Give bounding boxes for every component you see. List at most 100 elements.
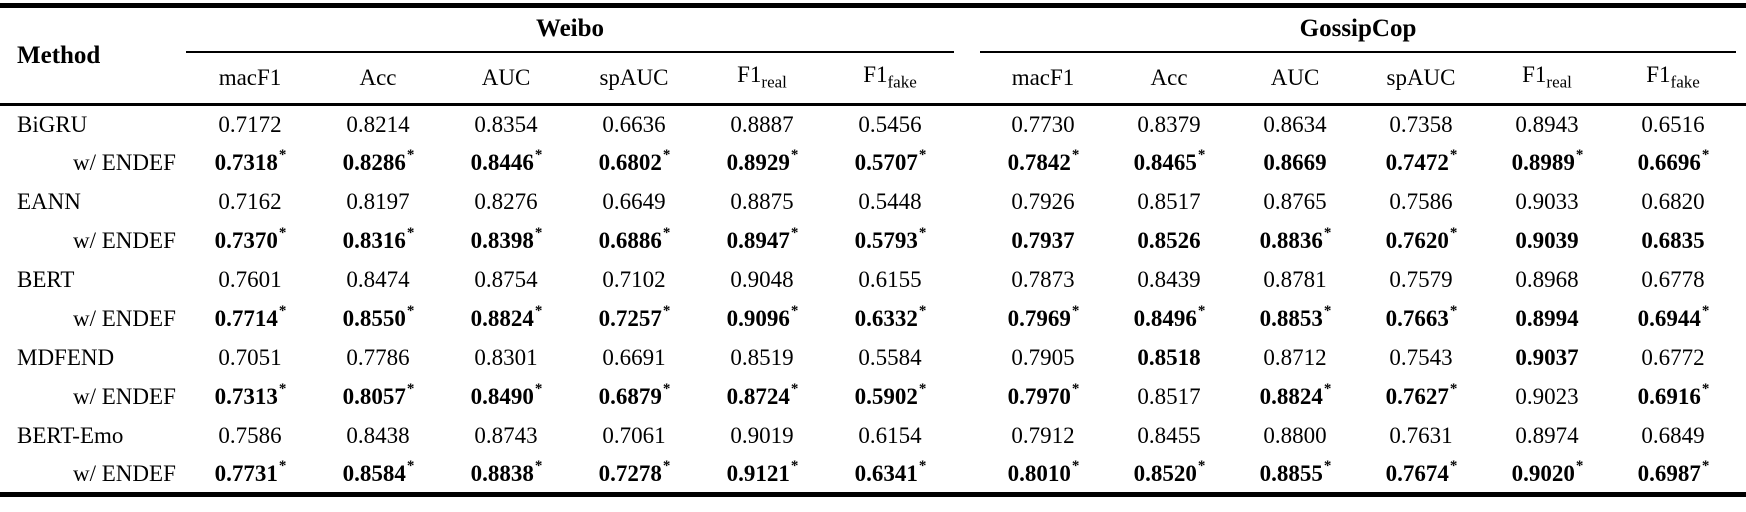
metric-value-cell: 0.8712 (1232, 339, 1358, 378)
metric-value-cell: 0.8754 (442, 261, 570, 300)
metric-number: 0.8214 (346, 111, 410, 137)
metric-number: 0.8286 (342, 150, 406, 175)
col-header-subscript: real (761, 73, 787, 93)
metric-value-cell: 0.7937 (980, 222, 1106, 261)
metric-value-cell: 0.9048 (698, 261, 826, 300)
metric-value-cell: 0.6772 (1610, 339, 1736, 378)
results-table: Method Weibo GossipCop macF1 Acc AUC spAUC F… (0, 3, 1746, 497)
metric-value-cell: 0.8781 (1232, 261, 1358, 300)
metric-value-cell: 0.8010* (980, 456, 1106, 495)
metric-value-cell: 0.6154 (826, 417, 954, 456)
metric-number: 0.8853 (1259, 306, 1323, 331)
significance-star-icon: * (534, 457, 543, 474)
metric-number: 0.7318 (214, 150, 278, 175)
significance-star-icon: * (278, 457, 287, 474)
metric-number: 0.7731 (214, 460, 278, 486)
table-row: w/ ENDEF 0.7370* 0.8316* 0.8398* 0.6886* 0.89… (0, 222, 1746, 261)
significance-star-icon: * (918, 457, 927, 474)
column-gap (954, 300, 980, 339)
metric-number: 0.7674 (1385, 460, 1449, 486)
metric-value-cell: 0.8446* (442, 144, 570, 183)
metric-value-cell: 0.8519 (698, 339, 826, 378)
metric-number: 0.8855 (1259, 460, 1323, 486)
metric-number: 0.7472 (1385, 150, 1449, 175)
significance-star-icon: * (534, 381, 543, 397)
col-header-label: spAUC (1386, 64, 1456, 90)
column-gap (954, 339, 980, 378)
significance-star-icon: * (1701, 147, 1710, 163)
metric-number: 0.7257 (598, 306, 662, 331)
significance-star-icon: * (1449, 303, 1458, 319)
metric-value-cell: 0.9096* (698, 300, 826, 339)
metric-value-cell: 0.6916* (1610, 378, 1736, 417)
metric-value-cell: 0.8465* (1106, 144, 1232, 183)
metric-number: 0.7786 (346, 345, 410, 370)
col-header-label: F1 (737, 62, 762, 88)
metric-number: 0.7926 (1011, 189, 1075, 214)
metric-value-cell: 0.8943 (1484, 105, 1610, 144)
row-end-pad (1736, 105, 1746, 144)
metric-number: 0.7061 (602, 423, 666, 448)
metric-number: 0.8968 (1515, 267, 1579, 292)
col-header-label: AUC (1270, 64, 1320, 90)
column-gap (954, 144, 980, 183)
metric-value-cell: 0.7663* (1358, 300, 1484, 339)
metric-value-cell: 0.6944* (1610, 300, 1736, 339)
metric-number: 0.5902 (854, 384, 918, 409)
metric-number: 0.8781 (1263, 267, 1327, 292)
metric-value-cell: 0.8634 (1232, 105, 1358, 144)
metric-value-cell: 0.7162 (186, 183, 314, 222)
metric-value-cell: 0.7313* (186, 378, 314, 417)
metric-value-cell: 0.8286* (314, 144, 442, 183)
metric-number: 0.8550 (342, 306, 406, 331)
metric-number: 0.9037 (1515, 345, 1579, 370)
metric-number: 0.7714 (214, 306, 278, 331)
metric-number: 0.7172 (218, 111, 282, 137)
significance-star-icon: * (1701, 381, 1710, 397)
col-header-label: macF1 (218, 64, 282, 90)
header-end-pad (1736, 5, 1746, 106)
metric-number: 0.8584 (342, 460, 406, 486)
significance-star-icon: * (918, 225, 927, 241)
metric-number: 0.9020 (1511, 460, 1575, 486)
metric-number: 0.6849 (1641, 423, 1705, 448)
group-header-weibo: Weibo (186, 5, 955, 53)
significance-star-icon: * (790, 381, 799, 397)
metric-number: 0.5707 (854, 150, 918, 175)
metric-number: 0.7912 (1011, 423, 1075, 448)
metric-value-cell: 0.7543 (1358, 339, 1484, 378)
metric-value-cell: 0.6691 (570, 339, 698, 378)
metric-value-cell: 0.8057* (314, 378, 442, 417)
metric-value-cell: 0.7257* (570, 300, 698, 339)
method-cell: w/ ENDEF (73, 460, 176, 486)
metric-number: 0.8765 (1263, 189, 1327, 214)
metric-number: 0.8519 (730, 345, 794, 370)
metric-number: 0.8439 (1137, 267, 1201, 292)
col-header-gossipcop-f1real: F1real (1484, 51, 1611, 106)
method-cell: w/ ENDEF (73, 150, 176, 175)
metric-value-cell: 0.7061 (570, 417, 698, 456)
metric-number: 0.7162 (218, 189, 282, 214)
row-end-pad (1736, 339, 1746, 378)
metric-number: 0.7842 (1007, 150, 1071, 175)
metric-number: 0.8490 (470, 384, 534, 409)
metric-number: 0.5584 (858, 345, 922, 370)
significance-star-icon: * (1323, 457, 1332, 474)
col-header-label: Acc (359, 64, 397, 90)
metric-number: 0.8517 (1137, 384, 1201, 409)
metric-value-cell: 0.8947* (698, 222, 826, 261)
col-header-weibo-f1fake: F1fake (826, 51, 955, 106)
metric-number: 0.8836 (1259, 228, 1323, 253)
metric-number: 0.8354 (474, 111, 538, 137)
significance-star-icon: * (790, 225, 799, 241)
metric-value-cell: 0.8989* (1484, 144, 1610, 183)
significance-star-icon: * (1323, 225, 1332, 241)
metric-number: 0.5448 (858, 189, 922, 214)
metric-value-cell: 0.7358 (1358, 105, 1484, 144)
metric-value-cell: 0.8379 (1106, 105, 1232, 144)
metric-number: 0.6341 (854, 460, 918, 486)
method-cell: BERT-Emo (17, 423, 124, 448)
significance-star-icon: * (918, 147, 927, 163)
metric-number: 0.8438 (346, 423, 410, 448)
